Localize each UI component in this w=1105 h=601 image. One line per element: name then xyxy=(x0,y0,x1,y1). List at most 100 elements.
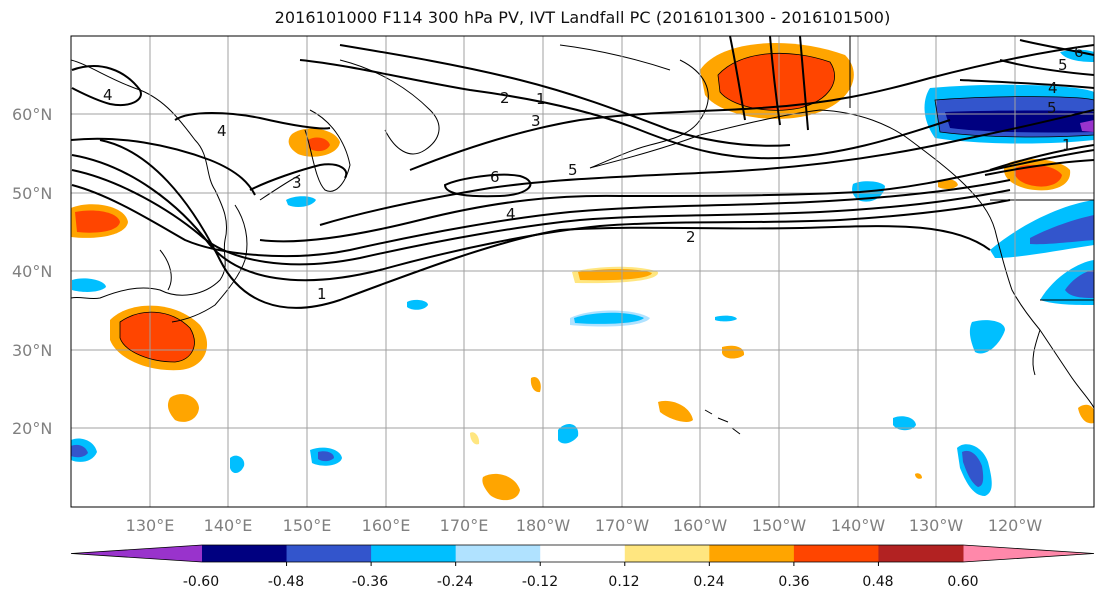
lon-label: 160°W xyxy=(673,516,728,535)
pv-contour xyxy=(249,163,348,191)
lon-label: 170°W xyxy=(595,516,650,535)
coastline-asia xyxy=(71,59,228,300)
lon-label: 140°E xyxy=(204,516,253,535)
lon-label: 130°W xyxy=(909,516,964,535)
pv-contour xyxy=(319,109,1094,226)
colorbar-segment xyxy=(540,545,626,562)
contour-label: 4 xyxy=(217,122,227,140)
colorbar-tick-label: 0.12 xyxy=(608,574,639,590)
shade-patch xyxy=(1014,164,1062,187)
lon-label: 160°E xyxy=(362,516,411,535)
lat-label: 30°N xyxy=(12,341,52,360)
shade-patch xyxy=(470,432,480,445)
shade-patch xyxy=(722,345,745,359)
contour-label: 1 xyxy=(317,285,327,303)
colorbar-tick-label: 0.24 xyxy=(693,574,724,590)
contour-label: 5 xyxy=(1047,99,1057,117)
contour-label: 5 xyxy=(1058,56,1068,74)
contour-label: 1 xyxy=(1062,136,1072,154)
contour-label: 6 xyxy=(490,168,500,186)
shade-patch xyxy=(71,444,88,458)
pv-contour xyxy=(729,36,746,121)
lon-labels: 130°E 140°E 150°E 160°E 170°E 180°W 170°… xyxy=(126,516,1043,535)
shaded-field xyxy=(71,43,1094,501)
colorbar-segment xyxy=(709,545,795,562)
lon-label: 170°E xyxy=(440,516,489,535)
contour-label: 6 xyxy=(1074,43,1084,61)
colorbar-segment xyxy=(878,545,964,562)
shade-patch xyxy=(167,394,199,422)
colorbar-extend-max xyxy=(963,545,1094,562)
colorbar-tick-label: -0.24 xyxy=(437,574,473,590)
pv-contour xyxy=(959,79,1094,89)
lat-label: 40°N xyxy=(12,262,52,281)
contour-label: 1 xyxy=(536,90,546,108)
shade-patch xyxy=(72,278,106,292)
pv-contour xyxy=(174,112,331,130)
pv-contour xyxy=(71,179,1011,258)
lat-labels: 60°N 50°N 40°N 30°N 20°N xyxy=(12,105,52,438)
coastline-siberia xyxy=(339,59,440,155)
colorbar-tick-label: -0.48 xyxy=(268,574,304,590)
shade-patch xyxy=(1080,120,1094,132)
shade-patch xyxy=(715,315,737,322)
shade-patch xyxy=(75,210,120,233)
shade-patch xyxy=(1065,270,1094,298)
shade-patch xyxy=(578,269,652,281)
shade-patch xyxy=(893,416,916,431)
lon-label: 120°W xyxy=(988,516,1043,535)
coastline-chukotka xyxy=(559,44,671,71)
pv-contour xyxy=(1019,39,1094,56)
colorbar-segment xyxy=(202,545,288,562)
shade-patch xyxy=(318,451,334,462)
pv-contour xyxy=(989,144,1094,171)
shade-patch xyxy=(969,320,1005,354)
pv-contour xyxy=(259,149,1094,243)
coastline-korea xyxy=(159,249,172,291)
pv-contour xyxy=(71,65,142,106)
shade-patch xyxy=(574,312,644,324)
shade-outline xyxy=(119,311,195,363)
colorbar-tick-label: -0.36 xyxy=(352,574,388,590)
contour-label: 5 xyxy=(568,161,578,179)
pv-contour xyxy=(409,44,1094,171)
contour-label: 3 xyxy=(292,174,302,192)
coastline-kamchatka xyxy=(304,109,351,192)
shade-patch xyxy=(658,400,693,423)
colorbar-extend-min xyxy=(71,545,202,562)
lat-label: 50°N xyxy=(12,184,52,203)
pv-contour xyxy=(443,173,532,198)
shade-outlines xyxy=(119,52,1094,363)
shade-patch xyxy=(407,299,428,310)
contour-label: 3 xyxy=(531,112,541,130)
shade-outline xyxy=(717,52,835,111)
lon-label: 130°E xyxy=(126,516,175,535)
shade-patch xyxy=(1030,215,1094,245)
colorbar-tick-label: 0.48 xyxy=(862,574,893,590)
colorbar-segment xyxy=(286,545,372,562)
pv-contour xyxy=(769,36,781,126)
shade-patch xyxy=(1078,404,1094,424)
pv-contour xyxy=(71,154,1011,282)
colorbar-outline xyxy=(70,544,1095,563)
pv-contour xyxy=(71,169,1011,266)
shade-patch xyxy=(308,137,330,152)
pv-contour xyxy=(71,137,256,196)
shade-patch xyxy=(558,424,579,444)
shade-patch xyxy=(938,179,958,190)
lon-label: 140°W xyxy=(831,516,886,535)
colorbar-tick-label: 0.60 xyxy=(947,574,978,590)
shade-patch xyxy=(990,200,1094,258)
contour-label: 2 xyxy=(500,89,510,107)
shade-patch xyxy=(962,450,984,487)
shade-patch xyxy=(530,376,541,393)
lon-label: 150°W xyxy=(752,516,807,535)
shade-patch xyxy=(945,110,1094,133)
shade-outline xyxy=(934,96,1094,138)
coastline-japan xyxy=(171,204,248,323)
colorbar-segment xyxy=(793,545,879,562)
colorbar-segment xyxy=(624,545,710,562)
contour-label: 4 xyxy=(103,86,113,104)
